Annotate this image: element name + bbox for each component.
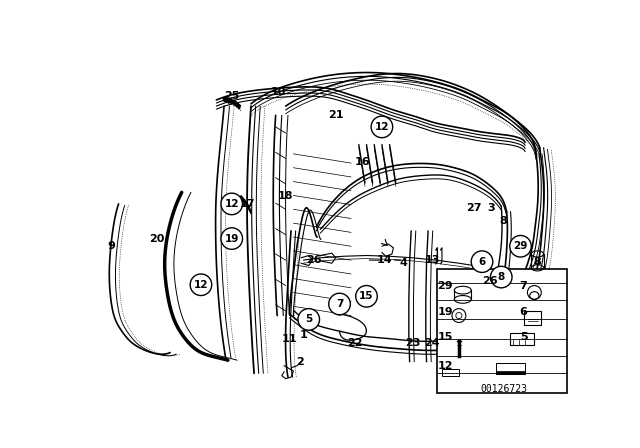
Circle shape xyxy=(371,116,393,138)
Circle shape xyxy=(356,285,378,307)
Text: 19: 19 xyxy=(225,233,239,244)
Text: 26: 26 xyxy=(482,276,497,286)
Text: 19: 19 xyxy=(437,307,453,317)
Text: 6: 6 xyxy=(520,307,527,317)
Text: 3: 3 xyxy=(488,203,495,213)
Circle shape xyxy=(329,293,350,315)
Text: 12: 12 xyxy=(194,280,208,290)
Text: 24: 24 xyxy=(424,337,440,348)
Bar xyxy=(437,269,566,392)
Circle shape xyxy=(190,274,212,296)
Text: 8: 8 xyxy=(498,272,505,282)
Text: 21: 21 xyxy=(328,110,344,121)
Circle shape xyxy=(298,309,319,330)
Bar xyxy=(496,371,525,374)
Text: 1: 1 xyxy=(300,330,307,340)
Circle shape xyxy=(221,193,243,215)
Text: 22: 22 xyxy=(348,337,363,348)
Text: 16: 16 xyxy=(355,156,371,167)
Text: 9: 9 xyxy=(107,241,115,251)
Text: 5: 5 xyxy=(305,314,312,324)
Circle shape xyxy=(509,236,531,257)
Text: 8: 8 xyxy=(500,216,508,226)
Text: 26: 26 xyxy=(307,255,322,265)
Text: 6: 6 xyxy=(478,257,486,267)
Circle shape xyxy=(490,266,512,288)
Text: 2: 2 xyxy=(296,357,303,367)
Text: 18: 18 xyxy=(278,191,293,201)
Text: 25: 25 xyxy=(224,91,239,101)
Text: 10: 10 xyxy=(270,87,285,97)
Text: 15: 15 xyxy=(437,332,452,342)
Text: 8: 8 xyxy=(534,257,541,267)
Circle shape xyxy=(221,228,243,250)
Text: 11: 11 xyxy=(282,334,297,344)
Text: 17: 17 xyxy=(239,199,255,209)
Bar xyxy=(524,311,541,325)
Bar xyxy=(509,333,534,345)
Bar xyxy=(496,363,525,374)
Text: 4: 4 xyxy=(399,258,408,268)
Text: 12: 12 xyxy=(374,122,389,132)
Text: 5: 5 xyxy=(520,332,527,342)
Text: 20: 20 xyxy=(149,233,164,244)
Text: 00126723: 00126723 xyxy=(480,383,527,394)
Text: 7: 7 xyxy=(520,281,527,291)
Text: 12: 12 xyxy=(437,361,452,370)
Text: 14: 14 xyxy=(376,255,392,265)
Text: 27: 27 xyxy=(467,203,482,213)
Text: 23: 23 xyxy=(405,337,420,348)
Circle shape xyxy=(471,251,493,272)
Text: 13: 13 xyxy=(424,255,440,265)
Text: 29: 29 xyxy=(437,281,453,291)
Text: 12: 12 xyxy=(225,199,239,209)
Text: 7: 7 xyxy=(336,299,343,309)
Bar xyxy=(442,369,459,376)
Text: 15: 15 xyxy=(359,291,374,302)
Text: 29: 29 xyxy=(513,241,528,251)
